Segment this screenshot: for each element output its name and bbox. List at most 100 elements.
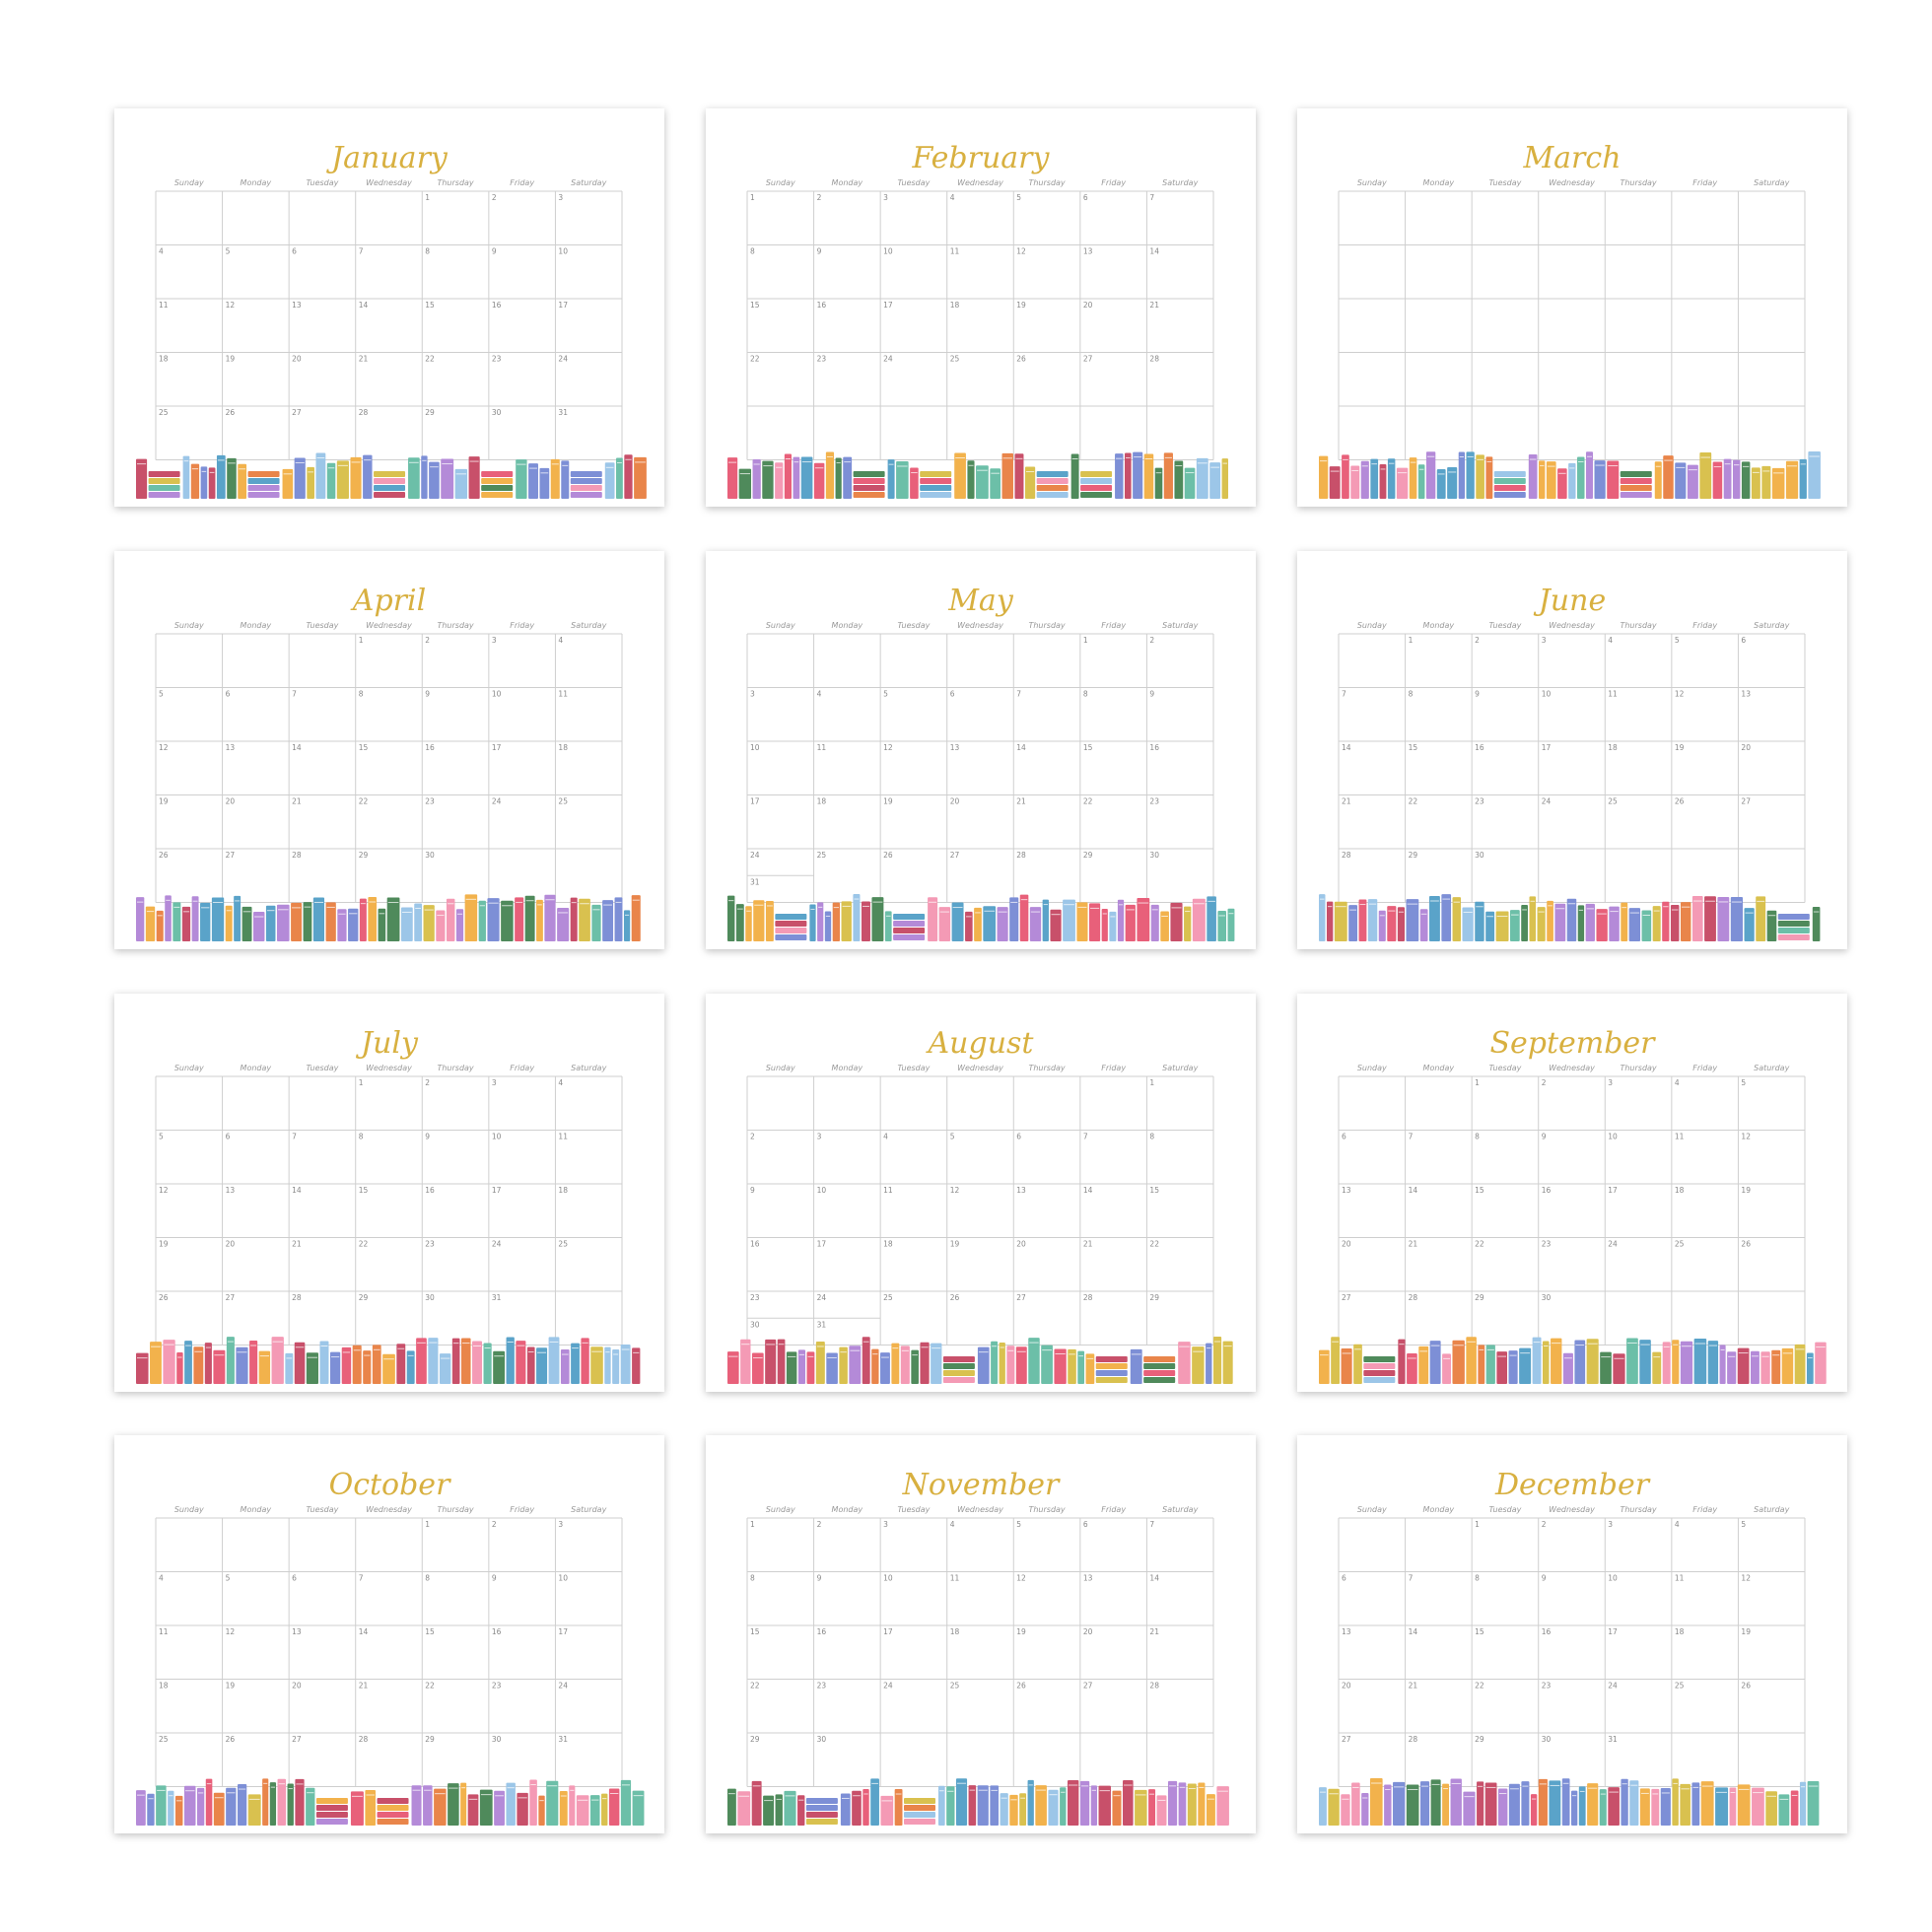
book xyxy=(1417,464,1425,499)
day-number: 15 xyxy=(359,1186,369,1195)
book xyxy=(1174,460,1184,499)
book xyxy=(429,461,440,499)
book xyxy=(337,909,347,941)
book xyxy=(928,897,938,941)
book xyxy=(1790,1790,1799,1826)
day-number: 27 xyxy=(226,1293,236,1302)
day-number: 13 xyxy=(292,301,302,310)
book xyxy=(631,895,641,941)
book xyxy=(817,902,824,941)
book xyxy=(1001,452,1013,499)
day-number: 17 xyxy=(1542,743,1552,752)
book-stack xyxy=(377,1819,409,1825)
book-stack xyxy=(570,485,602,491)
day-number: 4 xyxy=(817,690,822,699)
book xyxy=(258,1350,271,1384)
book xyxy=(1184,467,1196,499)
book xyxy=(1596,909,1608,941)
day-number: 17 xyxy=(558,1627,568,1636)
book xyxy=(1496,1351,1508,1384)
book xyxy=(1209,462,1221,499)
day-number: 7 xyxy=(292,690,297,699)
day-number: 5 xyxy=(226,247,231,256)
book-stack xyxy=(481,485,514,491)
day-number: 29 xyxy=(359,1293,369,1302)
book xyxy=(1068,1780,1079,1826)
book xyxy=(786,1351,797,1384)
book-stack xyxy=(247,492,280,498)
day-number: 22 xyxy=(425,1682,435,1690)
weekday: Tuesday xyxy=(1488,1505,1521,1514)
day-number: 16 xyxy=(750,1240,760,1249)
weekday: Thursday xyxy=(437,1505,473,1514)
day-number: 7 xyxy=(1149,193,1154,202)
day-number: 26 xyxy=(159,1293,169,1302)
day-number: 3 xyxy=(750,690,755,699)
day-number: 5 xyxy=(159,1133,164,1141)
book xyxy=(352,1345,362,1384)
weekday: Saturday xyxy=(571,1505,606,1514)
day-number: 24 xyxy=(1608,1240,1618,1249)
book xyxy=(1654,461,1662,499)
day-number: 22 xyxy=(1083,797,1093,806)
day-number: 23 xyxy=(1542,1240,1552,1249)
book xyxy=(436,910,446,941)
book xyxy=(1123,1780,1134,1826)
book xyxy=(1599,1789,1607,1826)
day-number: 7 xyxy=(1342,690,1346,699)
book xyxy=(213,1792,225,1826)
book xyxy=(1562,1352,1573,1384)
book xyxy=(1387,906,1397,941)
book xyxy=(526,1346,535,1384)
book xyxy=(368,897,378,941)
day-number: 28 xyxy=(1342,851,1351,860)
weekday: Monday xyxy=(241,1505,272,1514)
day-number: 26 xyxy=(1675,797,1685,806)
book xyxy=(181,906,191,941)
month-page: March Sunday Monday Tuesday Wednesday Thursda… xyxy=(1297,108,1847,507)
day-number: 12 xyxy=(159,743,169,752)
day-number: 30 xyxy=(1149,851,1159,860)
day-number: 16 xyxy=(1542,1186,1552,1195)
weekday: Saturday xyxy=(571,1064,606,1072)
book xyxy=(775,462,784,499)
day-number: 13 xyxy=(1741,690,1751,699)
month-page: December Sunday Monday Tuesday Wednesday Thur… xyxy=(1297,1435,1847,1833)
book-stack xyxy=(481,471,514,477)
day-number: 20 xyxy=(1741,743,1751,752)
day-number: 27 xyxy=(226,851,236,860)
book xyxy=(150,1342,162,1384)
book-stack xyxy=(1777,921,1810,927)
day-number: 8 xyxy=(1475,1574,1480,1583)
book-stack xyxy=(148,485,180,491)
weekday: Wednesday xyxy=(1549,178,1595,187)
day-number: 18 xyxy=(1675,1627,1685,1636)
day-number: 27 xyxy=(1741,797,1751,806)
day-number: 20 xyxy=(1083,1627,1093,1636)
book xyxy=(589,1795,600,1826)
weekday: Friday xyxy=(510,1064,534,1072)
day-number: 25 xyxy=(159,408,169,417)
page xyxy=(114,551,664,949)
book xyxy=(1568,462,1576,499)
book xyxy=(1101,908,1108,941)
book-stack xyxy=(920,471,952,477)
day-number: 9 xyxy=(1475,690,1480,699)
month-page: May Sunday Monday Tuesday Wednesday Thursday F… xyxy=(706,551,1256,949)
book-stack xyxy=(1363,1363,1396,1369)
day-number: 3 xyxy=(558,193,563,202)
day-number: 16 xyxy=(1475,743,1484,752)
book xyxy=(1000,1793,1008,1826)
day-number: 1 xyxy=(750,193,755,202)
book xyxy=(1130,1348,1142,1384)
book xyxy=(634,456,647,499)
day-number: 21 xyxy=(1016,797,1026,806)
book-stack xyxy=(903,1812,935,1818)
day-number: 30 xyxy=(1542,1293,1552,1302)
book xyxy=(548,1337,560,1384)
book-stack xyxy=(1143,1363,1176,1369)
day-number: 3 xyxy=(1608,1078,1613,1087)
book xyxy=(1537,907,1546,941)
book xyxy=(738,468,752,499)
book xyxy=(1088,903,1101,941)
